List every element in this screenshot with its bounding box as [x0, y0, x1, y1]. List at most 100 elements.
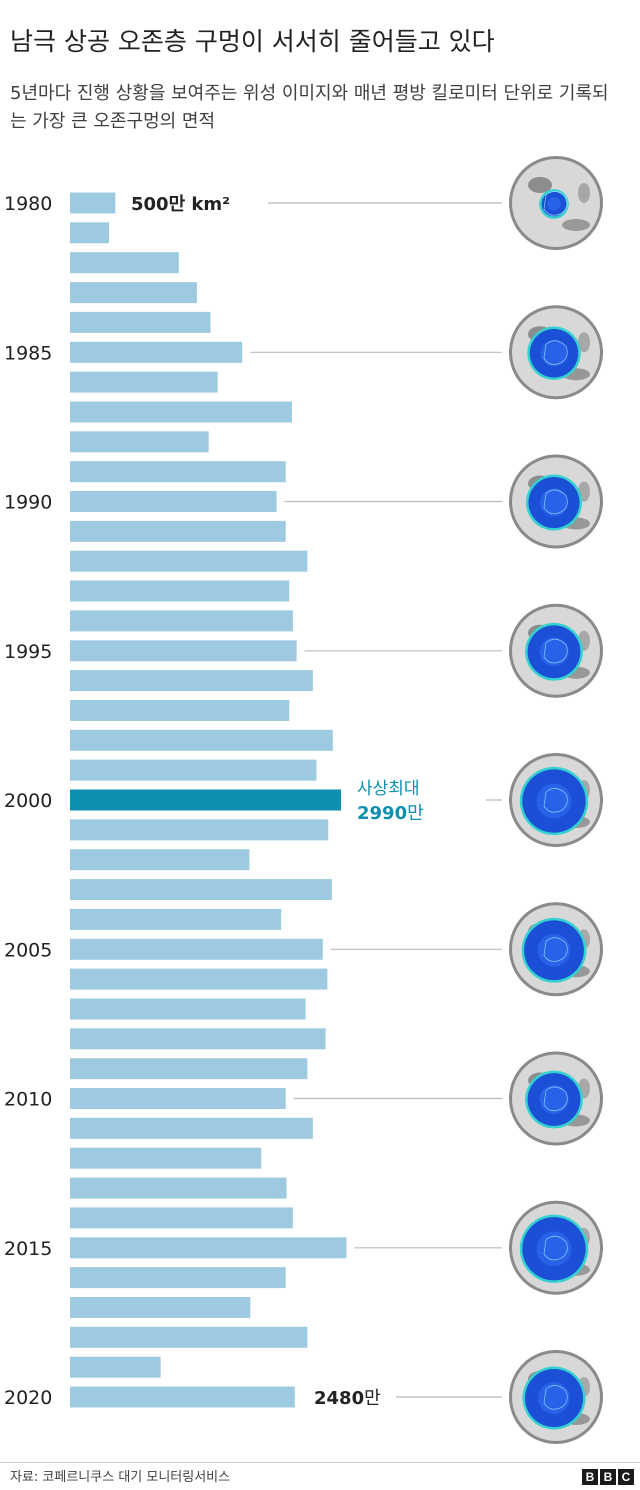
tick-label-2005: 2005 [4, 939, 52, 961]
bar-2008 [70, 1028, 326, 1050]
bbc-logo-letter: B [600, 1469, 616, 1485]
bar-1983 [70, 282, 197, 304]
annotation-2000: 2990만 [357, 803, 424, 824]
bar-1980 [70, 192, 116, 214]
antarctica-outline [543, 937, 568, 962]
bar-1999 [70, 759, 317, 781]
antarctica-outline [543, 1385, 568, 1410]
chart-subtitle: 5년마다 진행 상황을 보여주는 위성 이미지와 매년 평방 킬로미터 단위로 … [10, 83, 609, 132]
bbc-logo-letter: B [582, 1469, 598, 1485]
bar-2019 [70, 1356, 161, 1378]
annotation-1980: 500만 km² [131, 194, 230, 215]
bar-1992 [70, 550, 308, 572]
globe-patch [578, 332, 590, 353]
globe-patch [562, 219, 590, 231]
ozone-globe-icon [509, 1051, 603, 1146]
bar-2009 [70, 1058, 308, 1080]
antarctica-outline [543, 1086, 568, 1112]
bar-1986 [70, 371, 218, 393]
bar-2018 [70, 1326, 308, 1348]
tick-label-2000: 2000 [4, 790, 52, 812]
bar-2000 [70, 789, 341, 811]
footer-divider [0, 1462, 640, 1463]
tick-label-1985: 1985 [4, 342, 52, 364]
bar-1982 [70, 252, 179, 274]
bar-2001 [70, 819, 329, 841]
annotation-2020: 2480만 [314, 1388, 381, 1409]
annotation-unit: 만 [407, 803, 424, 824]
annotation-value: 500 [131, 194, 169, 215]
annotation-unit: 만 km² [169, 194, 230, 215]
bar-2006 [70, 968, 328, 990]
bar-1991 [70, 520, 286, 542]
bar-1985 [70, 341, 243, 363]
antarctica-outline [543, 489, 568, 515]
ozone-hole-core [539, 1084, 569, 1115]
bar-1987 [70, 401, 292, 423]
chart-title: 남극 상공 오존층 구멍이 서서히 줄어들고 있다 [10, 27, 495, 56]
antarctica-outline [543, 788, 568, 813]
ozone-hole-core [547, 197, 561, 211]
bar-2005 [70, 938, 323, 960]
bar-2016 [70, 1267, 286, 1289]
bar-2010 [70, 1088, 286, 1109]
ozone-globe-icon [509, 902, 603, 997]
ozone-globe-icon [509, 305, 603, 400]
bar-1990 [70, 491, 277, 512]
bars-group [70, 192, 347, 1408]
bar-1994 [70, 610, 293, 632]
annotation-unit: 만 [364, 1388, 381, 1409]
tick-label-1990: 1990 [4, 492, 52, 514]
bar-1981 [70, 222, 109, 244]
ozone-hole-core [539, 488, 569, 517]
globe-patch [578, 183, 590, 203]
bar-2014 [70, 1207, 293, 1229]
annotation-value: 2480 [314, 1388, 364, 1409]
bar-2007 [70, 998, 306, 1020]
y-axis-ticks: 1980 1985 1990 1995 2000 2005 2010 2015 2020 [4, 193, 52, 1409]
tick-label-1995: 1995 [4, 641, 52, 663]
bar-2020 [70, 1386, 295, 1408]
ozone-globe-icon [509, 603, 603, 698]
antarctica-outline [543, 1235, 568, 1261]
satellite-images [250, 156, 603, 1444]
bar-2015 [70, 1237, 347, 1259]
source-note: 자료: 코페르니쿠스 대기 모니터링서비스 [10, 1470, 231, 1485]
antarctica-outline [543, 638, 568, 664]
bar-2017 [70, 1297, 251, 1318]
tick-label-2010: 2010 [4, 1089, 52, 1111]
tick-label-1980: 1980 [4, 193, 52, 215]
bar-1997 [70, 700, 290, 721]
bar-1989 [70, 461, 286, 483]
antarctica-outline [543, 191, 568, 216]
tick-label-2015: 2015 [4, 1238, 52, 1260]
bar-1993 [70, 580, 290, 602]
bar-2012 [70, 1147, 262, 1169]
annotation-value: 2990 [357, 803, 407, 824]
bar-1996 [70, 670, 313, 692]
bar-2004 [70, 908, 282, 930]
bar-1984 [70, 311, 211, 333]
bar-1988 [70, 431, 209, 453]
tick-label-2020: 2020 [4, 1387, 52, 1409]
globe-patch [528, 177, 552, 193]
annotation-record-label: 사상최대 [357, 779, 420, 799]
ozone-globe-icon [509, 753, 603, 847]
ozone-globe-icon [509, 454, 603, 549]
bar-1998 [70, 729, 333, 751]
bar-1995 [70, 640, 297, 662]
bar-2003 [70, 879, 332, 901]
antarctica-outline [543, 340, 568, 365]
ozone-hole-core [540, 339, 568, 367]
bbc-logo: B B C [582, 1469, 634, 1485]
ozone-hole-bar-chart: 198019851990199520002005201020152020500만… [4, 156, 603, 1444]
bar-2011 [70, 1117, 313, 1139]
ozone-globe-icon [509, 1350, 603, 1444]
bbc-logo-letter: C [618, 1469, 634, 1485]
ozone-globe-icon [509, 156, 603, 250]
bar-2013 [70, 1177, 287, 1199]
bar-2002 [70, 849, 250, 871]
ozone-hole-core [539, 637, 569, 667]
ozone-globe-icon [509, 1200, 603, 1295]
